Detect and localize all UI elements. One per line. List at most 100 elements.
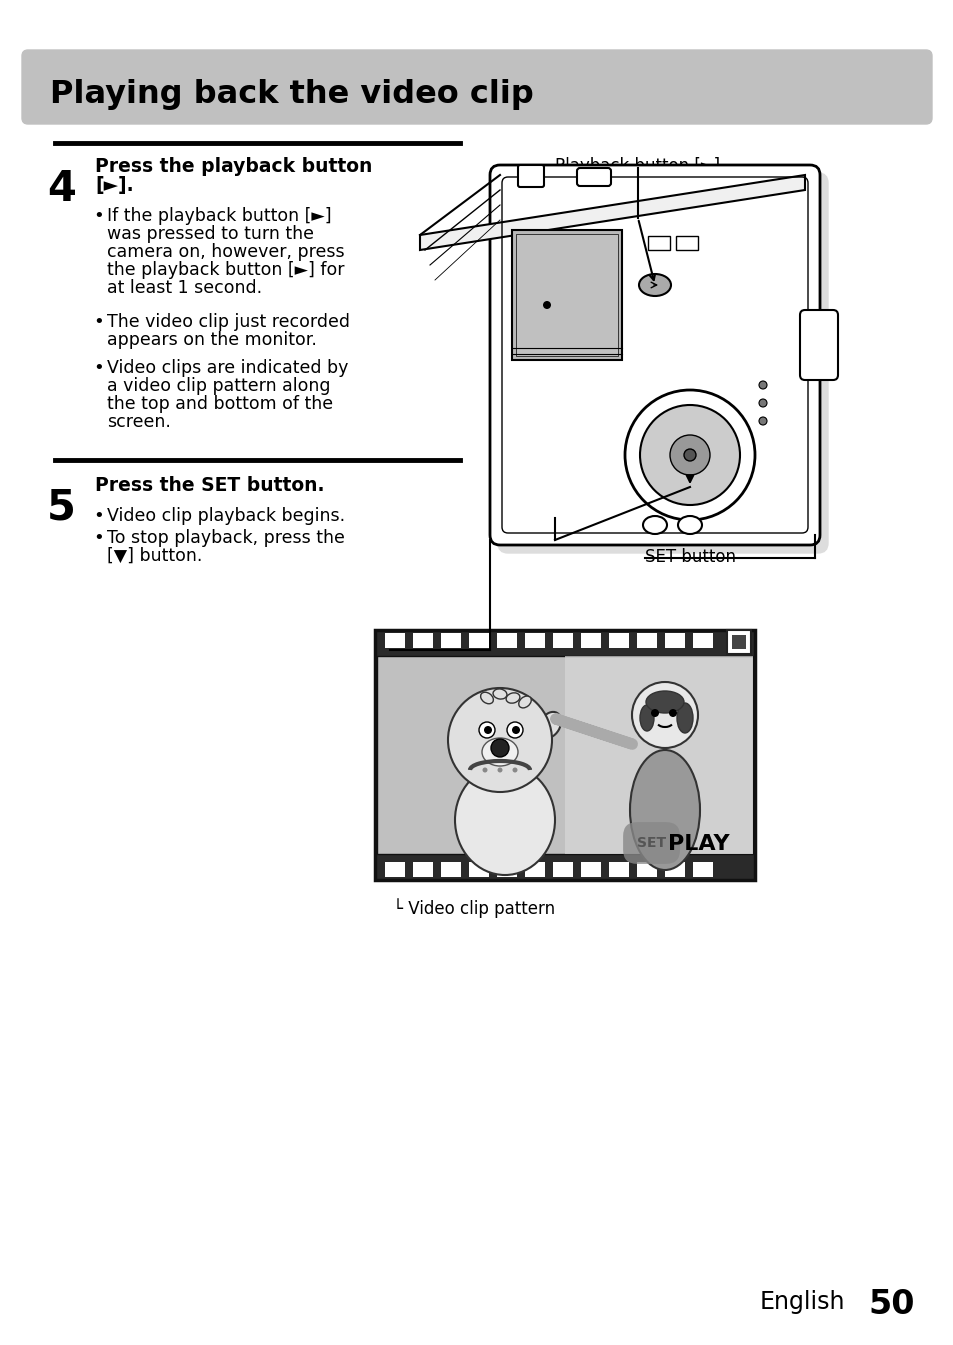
Bar — [608, 862, 628, 877]
Ellipse shape — [455, 765, 555, 876]
Ellipse shape — [517, 730, 547, 773]
Text: To stop playback, press the: To stop playback, press the — [107, 529, 345, 547]
Text: SET: SET — [637, 837, 665, 850]
Circle shape — [759, 399, 766, 408]
Bar — [524, 633, 544, 648]
Ellipse shape — [506, 693, 519, 703]
Circle shape — [512, 768, 517, 772]
Bar — [512, 230, 621, 360]
Circle shape — [639, 405, 740, 504]
Text: └ Video clip pattern: └ Video clip pattern — [393, 898, 555, 917]
Ellipse shape — [629, 751, 700, 870]
Bar — [413, 862, 433, 877]
Circle shape — [491, 738, 509, 757]
Ellipse shape — [452, 730, 481, 773]
Bar — [376, 656, 752, 854]
Bar — [726, 629, 750, 654]
Text: the top and bottom of the: the top and bottom of the — [107, 395, 333, 413]
Text: Press the SET button.: Press the SET button. — [95, 476, 324, 495]
Bar — [440, 862, 460, 877]
Bar — [608, 633, 628, 648]
Bar — [637, 862, 657, 877]
Bar — [385, 633, 405, 648]
FancyBboxPatch shape — [22, 50, 931, 124]
Text: Video clips are indicated by: Video clips are indicated by — [107, 359, 348, 377]
Bar — [553, 862, 573, 877]
Circle shape — [759, 417, 766, 425]
Bar — [413, 633, 433, 648]
Bar — [664, 633, 684, 648]
Ellipse shape — [639, 705, 654, 730]
Text: •: • — [92, 359, 104, 377]
Circle shape — [542, 301, 551, 309]
Bar — [647, 235, 669, 250]
Text: 4: 4 — [47, 168, 76, 210]
Bar — [553, 633, 573, 648]
FancyBboxPatch shape — [497, 174, 827, 553]
Text: English: English — [760, 1290, 844, 1314]
Bar — [564, 656, 752, 854]
Ellipse shape — [538, 712, 560, 738]
Text: camera on, however, press: camera on, however, press — [107, 243, 344, 261]
Circle shape — [483, 726, 492, 734]
Text: 50: 50 — [867, 1289, 914, 1321]
Text: •: • — [92, 207, 104, 225]
Circle shape — [683, 449, 696, 461]
Circle shape — [478, 722, 495, 738]
Text: appears on the monitor.: appears on the monitor. — [107, 331, 316, 348]
Bar — [516, 234, 618, 356]
Bar — [385, 862, 405, 877]
Text: a video clip pattern along: a video clip pattern along — [107, 377, 330, 395]
Text: Playback button [►]: Playback button [►] — [555, 157, 720, 175]
Circle shape — [631, 682, 698, 748]
Text: screen.: screen. — [107, 413, 171, 430]
Text: If the playback button [►]: If the playback button [►] — [107, 207, 332, 225]
Bar — [731, 635, 745, 650]
Circle shape — [668, 709, 677, 717]
Bar — [524, 862, 544, 877]
Bar — [375, 629, 754, 880]
Text: [►].: [►]. — [95, 176, 133, 195]
Ellipse shape — [677, 703, 692, 733]
Text: was pressed to turn the: was pressed to turn the — [107, 225, 314, 243]
Bar — [692, 862, 712, 877]
FancyArrowPatch shape — [555, 718, 632, 744]
Bar — [676, 235, 698, 250]
Circle shape — [669, 434, 709, 475]
Bar — [497, 633, 517, 648]
Ellipse shape — [642, 516, 666, 534]
Text: Press the playback button: Press the playback button — [95, 157, 372, 176]
Ellipse shape — [645, 691, 683, 713]
FancyBboxPatch shape — [490, 165, 820, 545]
Text: PLAY: PLAY — [667, 834, 729, 854]
Polygon shape — [419, 175, 804, 250]
Bar — [692, 633, 712, 648]
Ellipse shape — [481, 738, 517, 767]
Bar — [440, 633, 460, 648]
Text: the playback button [►] for: the playback button [►] for — [107, 261, 344, 278]
Text: Playing back the video clip: Playing back the video clip — [50, 78, 533, 109]
Bar — [469, 633, 489, 648]
Text: SET button: SET button — [644, 547, 735, 566]
Bar — [637, 633, 657, 648]
Circle shape — [506, 722, 522, 738]
Circle shape — [512, 726, 519, 734]
Circle shape — [759, 381, 766, 389]
Circle shape — [448, 689, 552, 792]
Ellipse shape — [493, 689, 506, 699]
Bar — [664, 862, 684, 877]
Circle shape — [497, 768, 502, 772]
Bar — [469, 862, 489, 877]
Bar — [580, 862, 600, 877]
Bar — [580, 633, 600, 648]
Text: •: • — [92, 507, 104, 525]
Text: The video clip just recorded: The video clip just recorded — [107, 313, 350, 331]
Text: •: • — [92, 529, 104, 547]
FancyBboxPatch shape — [517, 165, 543, 187]
Circle shape — [624, 390, 754, 521]
FancyBboxPatch shape — [800, 309, 837, 381]
FancyBboxPatch shape — [577, 168, 610, 186]
Ellipse shape — [678, 516, 701, 534]
Text: 5: 5 — [47, 486, 76, 529]
Circle shape — [650, 709, 659, 717]
